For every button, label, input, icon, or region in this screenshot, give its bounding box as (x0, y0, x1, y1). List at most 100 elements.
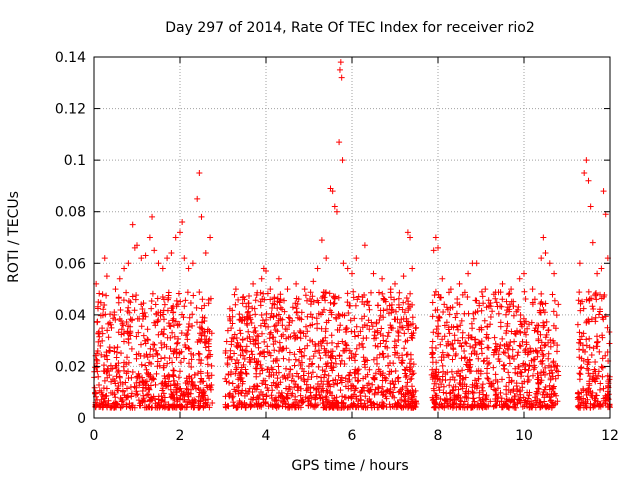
data-point (179, 219, 186, 226)
data-point (314, 265, 321, 272)
data-point (310, 278, 317, 285)
data-point (589, 239, 596, 246)
data-point (430, 247, 437, 254)
data-point (465, 270, 472, 277)
data-point (508, 286, 515, 293)
data-point (168, 249, 175, 256)
data-point (194, 195, 201, 202)
data-point (129, 221, 136, 228)
data-point (112, 286, 119, 293)
data-point (490, 291, 497, 298)
data-point (232, 286, 239, 293)
x-tick-label: 2 (176, 428, 185, 444)
data-point (336, 66, 343, 73)
data-point (379, 275, 386, 282)
y-tick-label: 0.06 (55, 256, 86, 272)
data-point (600, 188, 607, 195)
data-point (432, 234, 439, 241)
data-point (439, 275, 446, 282)
dense-scatter-points (91, 288, 613, 411)
chart-title: Day 297 of 2014, Rate Of TEC Index for r… (165, 20, 535, 36)
data-point (142, 252, 149, 259)
data-point (189, 260, 196, 267)
data-point (598, 265, 605, 272)
y-tick-label: 0.1 (64, 153, 86, 169)
data-point (177, 229, 183, 236)
data-point (101, 255, 108, 262)
data-point (293, 280, 300, 287)
data-point (576, 260, 583, 267)
data-point (516, 275, 523, 282)
x-tick-label: 6 (348, 428, 357, 444)
data-point (521, 270, 527, 277)
data-point (149, 213, 156, 220)
data-point (275, 275, 282, 282)
data-point (329, 188, 336, 195)
data-point (331, 203, 338, 210)
data-point (540, 234, 547, 241)
x-tick-label: 4 (262, 428, 271, 444)
data-point (387, 286, 394, 293)
data-point (250, 280, 257, 287)
data-point (202, 249, 209, 256)
data-point (337, 59, 344, 66)
data-point (473, 260, 480, 267)
data-point (407, 234, 414, 241)
data-point (258, 275, 265, 282)
data-point (103, 273, 110, 280)
x-tick-label: 8 (434, 428, 443, 444)
data-point (338, 74, 345, 81)
data-point (587, 203, 594, 210)
data-point (164, 255, 171, 262)
data-point (172, 234, 179, 241)
y-tick-label: 0.04 (55, 308, 86, 324)
data-point (196, 170, 203, 177)
data-point (121, 265, 128, 272)
data-point (339, 157, 346, 164)
data-point (198, 213, 205, 220)
data-point (95, 298, 102, 305)
data-point (404, 229, 411, 236)
data-point (400, 273, 407, 280)
data-point (361, 242, 368, 249)
data-point (241, 296, 248, 303)
data-point (353, 255, 360, 262)
data-point (583, 157, 590, 164)
data-point (340, 260, 347, 267)
y-tick-label: 0 (77, 411, 86, 427)
data-point (267, 286, 274, 293)
x-tick-label: 12 (601, 428, 619, 444)
data-point (585, 177, 592, 184)
data-point (207, 234, 214, 241)
data-point (159, 265, 166, 272)
data-point (263, 268, 269, 275)
data-point (456, 280, 463, 287)
data-point (155, 260, 162, 267)
data-point (581, 170, 588, 177)
data-point (370, 270, 377, 277)
data-point (99, 291, 106, 298)
data-point (409, 265, 416, 272)
axis-ticks: 0 2 4 6 8 10 12 0 0.02 0.04 0.06 0.08 0.1 0.12 0.14 (55, 50, 619, 444)
data-point (344, 265, 351, 272)
data-point (551, 270, 558, 277)
data-point (138, 255, 145, 262)
data-point (349, 270, 355, 277)
x-tick-label: 0 (90, 428, 99, 444)
data-point (333, 208, 340, 215)
data-point (538, 255, 545, 262)
y-tick-label: 0.12 (55, 102, 86, 118)
data-point (482, 286, 489, 293)
data-point (529, 286, 536, 293)
data-point (602, 211, 609, 218)
data-point (116, 275, 123, 282)
x-axis-title: GPS time / hours (291, 458, 408, 474)
grid-lines (94, 57, 610, 418)
data-point (546, 260, 553, 267)
data-point (336, 139, 343, 146)
data-point (146, 234, 153, 241)
y-tick-label: 0.08 (55, 205, 86, 221)
data-point (181, 255, 188, 262)
data-point (134, 242, 140, 249)
